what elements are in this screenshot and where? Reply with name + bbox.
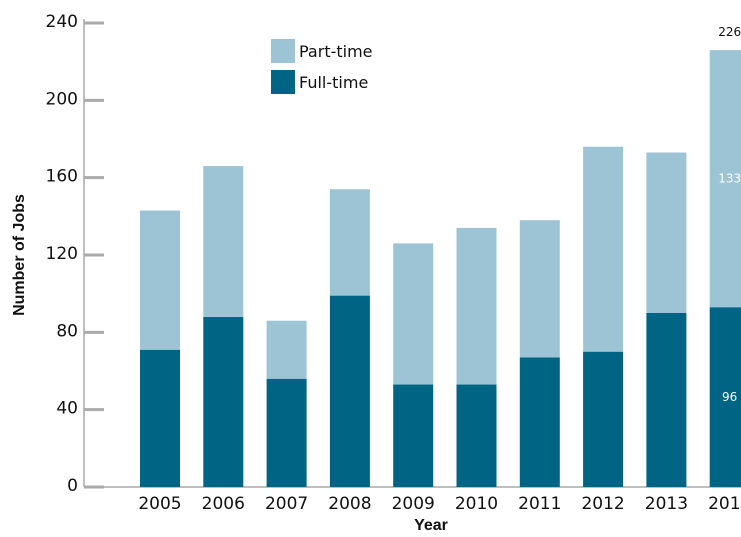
bar-part-time bbox=[393, 243, 434, 385]
x-tick-label: 2005 bbox=[138, 494, 181, 514]
x-tick-label: 2006 bbox=[202, 494, 245, 514]
x-axis-title: Year bbox=[414, 517, 448, 534]
bar-part-time bbox=[329, 189, 370, 296]
y-tick-label: 160 bbox=[46, 167, 78, 187]
bar-part-time bbox=[203, 166, 244, 317]
x-tick-label: 2013 bbox=[645, 494, 688, 514]
bar-full-time bbox=[583, 351, 624, 487]
y-tick-label: 40 bbox=[56, 399, 78, 419]
bar-full-time bbox=[709, 307, 741, 487]
legend: Part-time Full-time bbox=[271, 39, 373, 94]
data-label-part-time: 133 bbox=[718, 172, 741, 186]
data-label-full-time: 96 bbox=[722, 390, 737, 404]
bar-part-time bbox=[519, 220, 560, 358]
y-tick-label: 200 bbox=[46, 89, 78, 109]
x-tick-label: 2008 bbox=[328, 494, 371, 514]
x-tick-label: 2012 bbox=[581, 494, 624, 514]
legend-swatch-full-time bbox=[271, 70, 295, 94]
bar-part-time bbox=[456, 227, 497, 385]
legend-label-full-time: Full-time bbox=[299, 73, 368, 92]
bar-part-time bbox=[646, 152, 687, 313]
data-label-total: 226 bbox=[718, 25, 741, 39]
legend-label-part-time: Part-time bbox=[299, 42, 373, 61]
bar-part-time bbox=[583, 146, 624, 352]
x-tick-label: 2011 bbox=[518, 494, 561, 514]
x-tick-label: 2014 bbox=[708, 494, 741, 514]
bar-full-time bbox=[393, 384, 434, 487]
x-tick-label: 2010 bbox=[455, 494, 498, 514]
bar-full-time bbox=[329, 295, 370, 487]
data-labels: 226 133 96 bbox=[718, 25, 741, 404]
legend-swatch-part-time bbox=[271, 39, 295, 63]
y-axis-title: Number of Jobs bbox=[11, 194, 28, 316]
bar-full-time bbox=[140, 349, 180, 487]
bar-part-time bbox=[709, 50, 741, 308]
bar-full-time bbox=[203, 316, 244, 487]
y-tick-label: 0 bbox=[67, 476, 78, 496]
axes: 0 40 80 120 160 200 240 2005 2006 2007 2008 2009 201… bbox=[46, 12, 741, 514]
bar-full-time bbox=[519, 357, 560, 487]
bar-full-time bbox=[646, 313, 687, 487]
bars bbox=[140, 50, 741, 487]
y-tick-label: 120 bbox=[46, 244, 78, 264]
y-tick-label: 80 bbox=[56, 321, 78, 341]
bar-part-time bbox=[266, 320, 307, 379]
bar-part-time bbox=[140, 210, 180, 350]
x-tick-label: 2009 bbox=[392, 494, 435, 514]
y-tick-label: 240 bbox=[46, 12, 78, 32]
bar-full-time bbox=[456, 384, 497, 487]
bar-full-time bbox=[266, 378, 307, 487]
x-tick-label: 2007 bbox=[265, 494, 308, 514]
